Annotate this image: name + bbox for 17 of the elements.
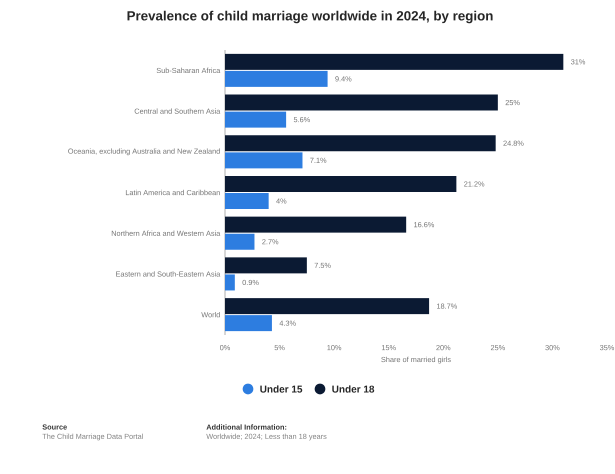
legend-label: Under 18: [332, 385, 374, 393]
bar: [225, 152, 302, 168]
bar: [225, 54, 564, 70]
bar: [225, 94, 498, 111]
bar: [225, 234, 254, 250]
legend-label: Under 15: [260, 385, 302, 393]
bar: [225, 257, 307, 274]
bar: [225, 216, 406, 233]
bar: [225, 70, 328, 87]
bar: [225, 274, 235, 290]
bar: [225, 112, 286, 128]
bar: [225, 135, 496, 152]
bar: [225, 315, 272, 332]
bar: [225, 193, 269, 210]
chart-title: Prevalence of child marriage worldwide in 2024, by region: [128, 10, 493, 24]
bar: [225, 176, 456, 192]
bar: [225, 298, 430, 314]
